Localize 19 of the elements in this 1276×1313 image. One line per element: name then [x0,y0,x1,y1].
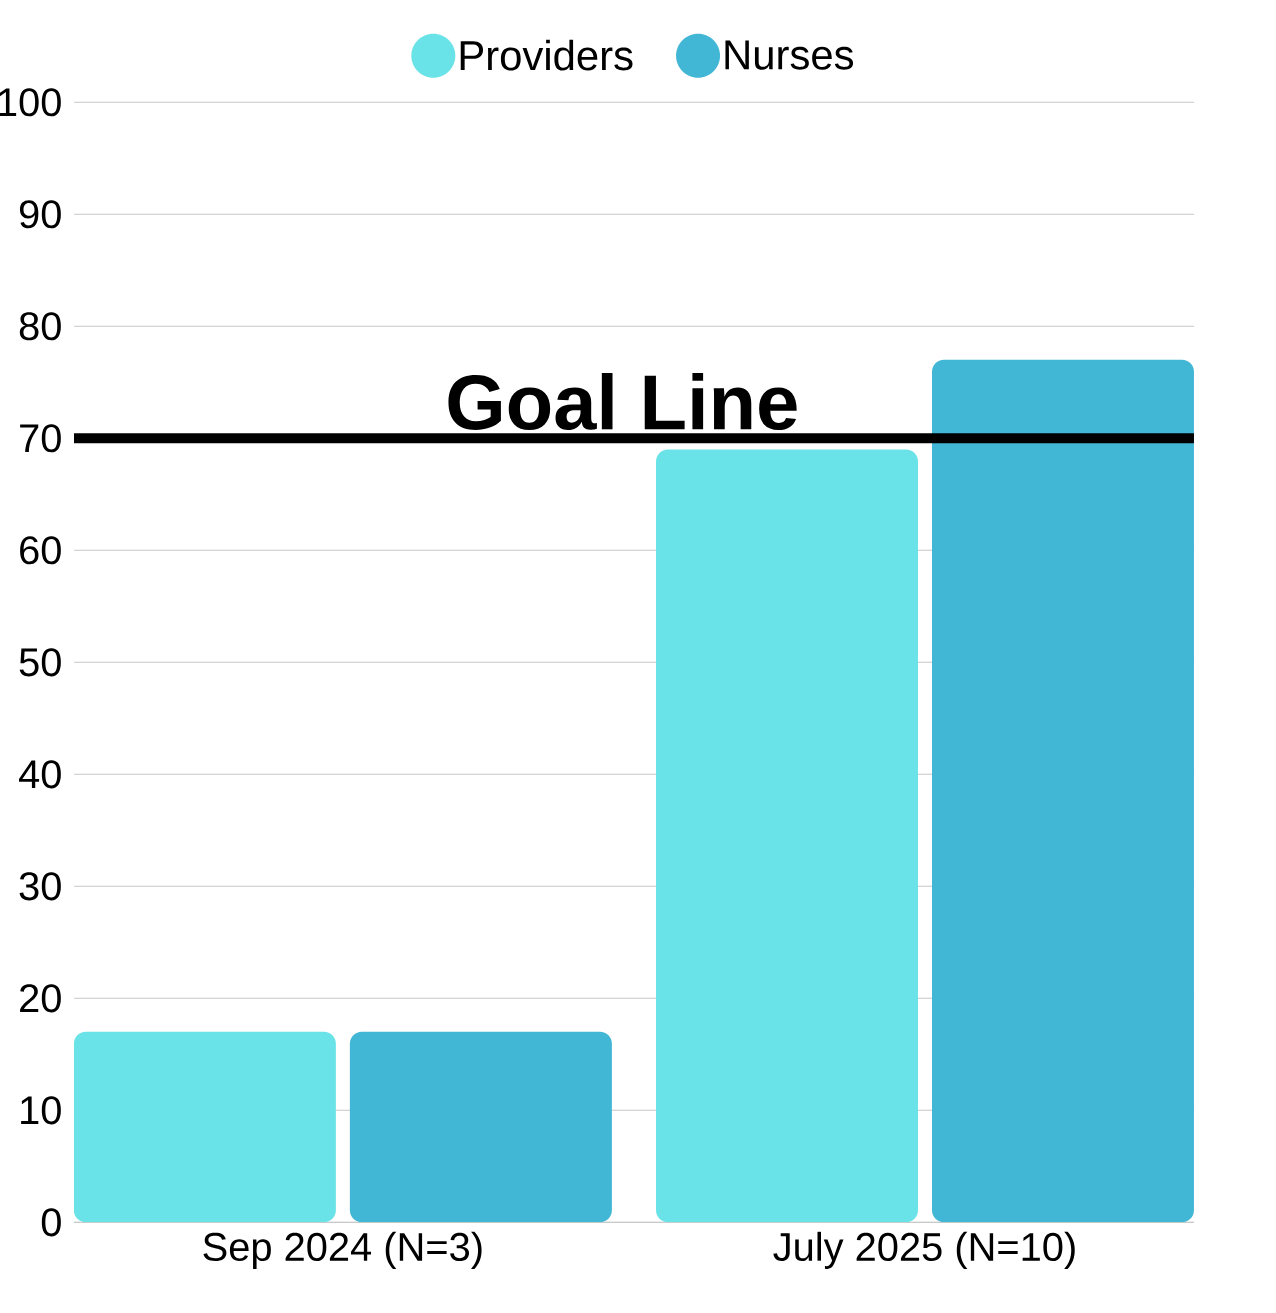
y-tick-label: 20 [20,984,61,1013]
ref-line-label: Goal Line [448,373,797,431]
legend-label: Providers [460,39,633,71]
y-tick-label: 40 [19,760,61,789]
bar [932,359,1194,1223]
bar [656,449,919,1223]
x-tick-label: July 2025 (N=10) [773,1231,1075,1269]
y-tick-label: 60 [20,536,61,565]
y-tick-label: 70 [20,424,61,453]
y-tick-label: 10 [21,1096,61,1125]
y-tick-label: 80 [19,312,61,341]
y-tick-label: 0 [41,1208,61,1237]
y-tick-label: 50 [19,648,61,677]
bar [349,1031,612,1223]
bar [73,1031,336,1223]
y-tick-label: 90 [19,200,61,229]
x-tick-label: Sep 2024 (N=3) [203,1231,482,1269]
legend-label: Nurses [725,40,854,70]
y-tick-label: 30 [19,872,61,901]
